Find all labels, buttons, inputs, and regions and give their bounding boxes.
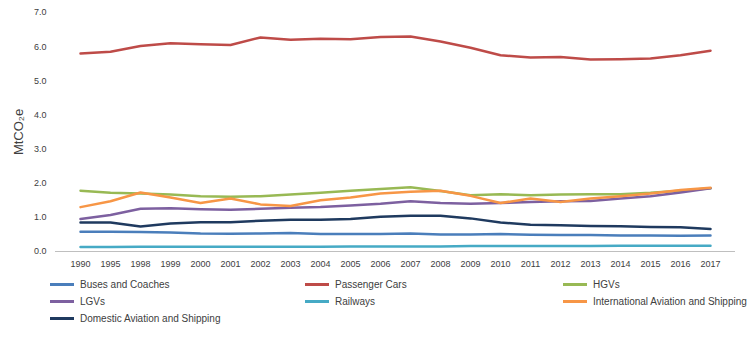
svg-text:2015: 2015 bbox=[640, 259, 660, 269]
svg-text:2013: 2013 bbox=[580, 259, 600, 269]
svg-text:2017: 2017 bbox=[700, 259, 720, 269]
svg-text:2.0: 2.0 bbox=[34, 178, 47, 188]
svg-text:2000: 2000 bbox=[190, 259, 210, 269]
svg-text:1998: 1998 bbox=[130, 259, 150, 269]
svg-text:1999: 1999 bbox=[160, 259, 180, 269]
svg-text:3.0: 3.0 bbox=[34, 144, 47, 154]
svg-text:0.0: 0.0 bbox=[34, 246, 47, 256]
svg-text:2014: 2014 bbox=[610, 259, 630, 269]
svg-text:2011: 2011 bbox=[521, 259, 540, 269]
svg-text:2007: 2007 bbox=[400, 259, 420, 269]
html-text:International Aviation and Shi: International Aviation and Shipping bbox=[593, 296, 747, 307]
svg-text:2003: 2003 bbox=[280, 259, 300, 269]
html-text:LGVs: LGVs bbox=[80, 296, 105, 307]
svg-text:6.0: 6.0 bbox=[34, 42, 47, 52]
html-text:Domestic Aviation and Shipping: Domestic Aviation and Shipping bbox=[80, 313, 221, 324]
svg-text:7.0: 7.0 bbox=[34, 7, 47, 17]
svg-text:2012: 2012 bbox=[550, 259, 570, 269]
html-text:Buses and Coaches: Buses and Coaches bbox=[80, 279, 170, 290]
svg-text:MtCO₂e: MtCO₂e bbox=[11, 109, 26, 155]
svg-text:2010: 2010 bbox=[490, 259, 510, 269]
html-text:Passenger Cars: Passenger Cars bbox=[335, 279, 407, 290]
svg-text:4.0: 4.0 bbox=[34, 110, 47, 120]
svg-text:2009: 2009 bbox=[460, 259, 480, 269]
svg-text:1.0: 1.0 bbox=[34, 212, 47, 222]
html-text:HGVs: HGVs bbox=[593, 279, 620, 290]
svg-text:2006: 2006 bbox=[370, 259, 390, 269]
html-text:Railways: Railways bbox=[335, 296, 375, 307]
svg-text:1990: 1990 bbox=[70, 259, 90, 269]
svg-text:2002: 2002 bbox=[250, 259, 270, 269]
svg-text:2004: 2004 bbox=[310, 259, 330, 269]
svg-text:2005: 2005 bbox=[340, 259, 360, 269]
svg-text:2016: 2016 bbox=[670, 259, 690, 269]
svg-text:2008: 2008 bbox=[430, 259, 450, 269]
svg-text:2001: 2001 bbox=[220, 259, 240, 269]
svg-text:5.0: 5.0 bbox=[34, 76, 47, 86]
svg-text:1995: 1995 bbox=[100, 259, 120, 269]
